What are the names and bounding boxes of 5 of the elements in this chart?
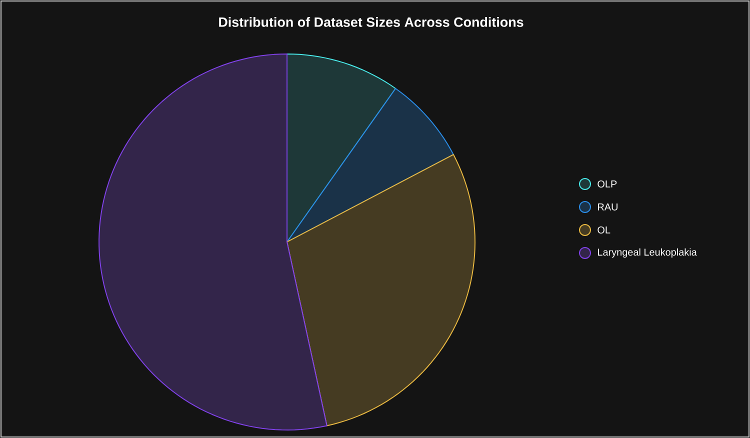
legend-label: OLP — [598, 180, 617, 188]
chart-title: Distribution of Dataset Sizes Across Conditions — [219, 17, 524, 27]
legend-label: Laryngeal Leukoplakia — [598, 248, 697, 258]
legend-label: RAU — [598, 204, 618, 210]
legend-label: OL — [598, 226, 610, 234]
